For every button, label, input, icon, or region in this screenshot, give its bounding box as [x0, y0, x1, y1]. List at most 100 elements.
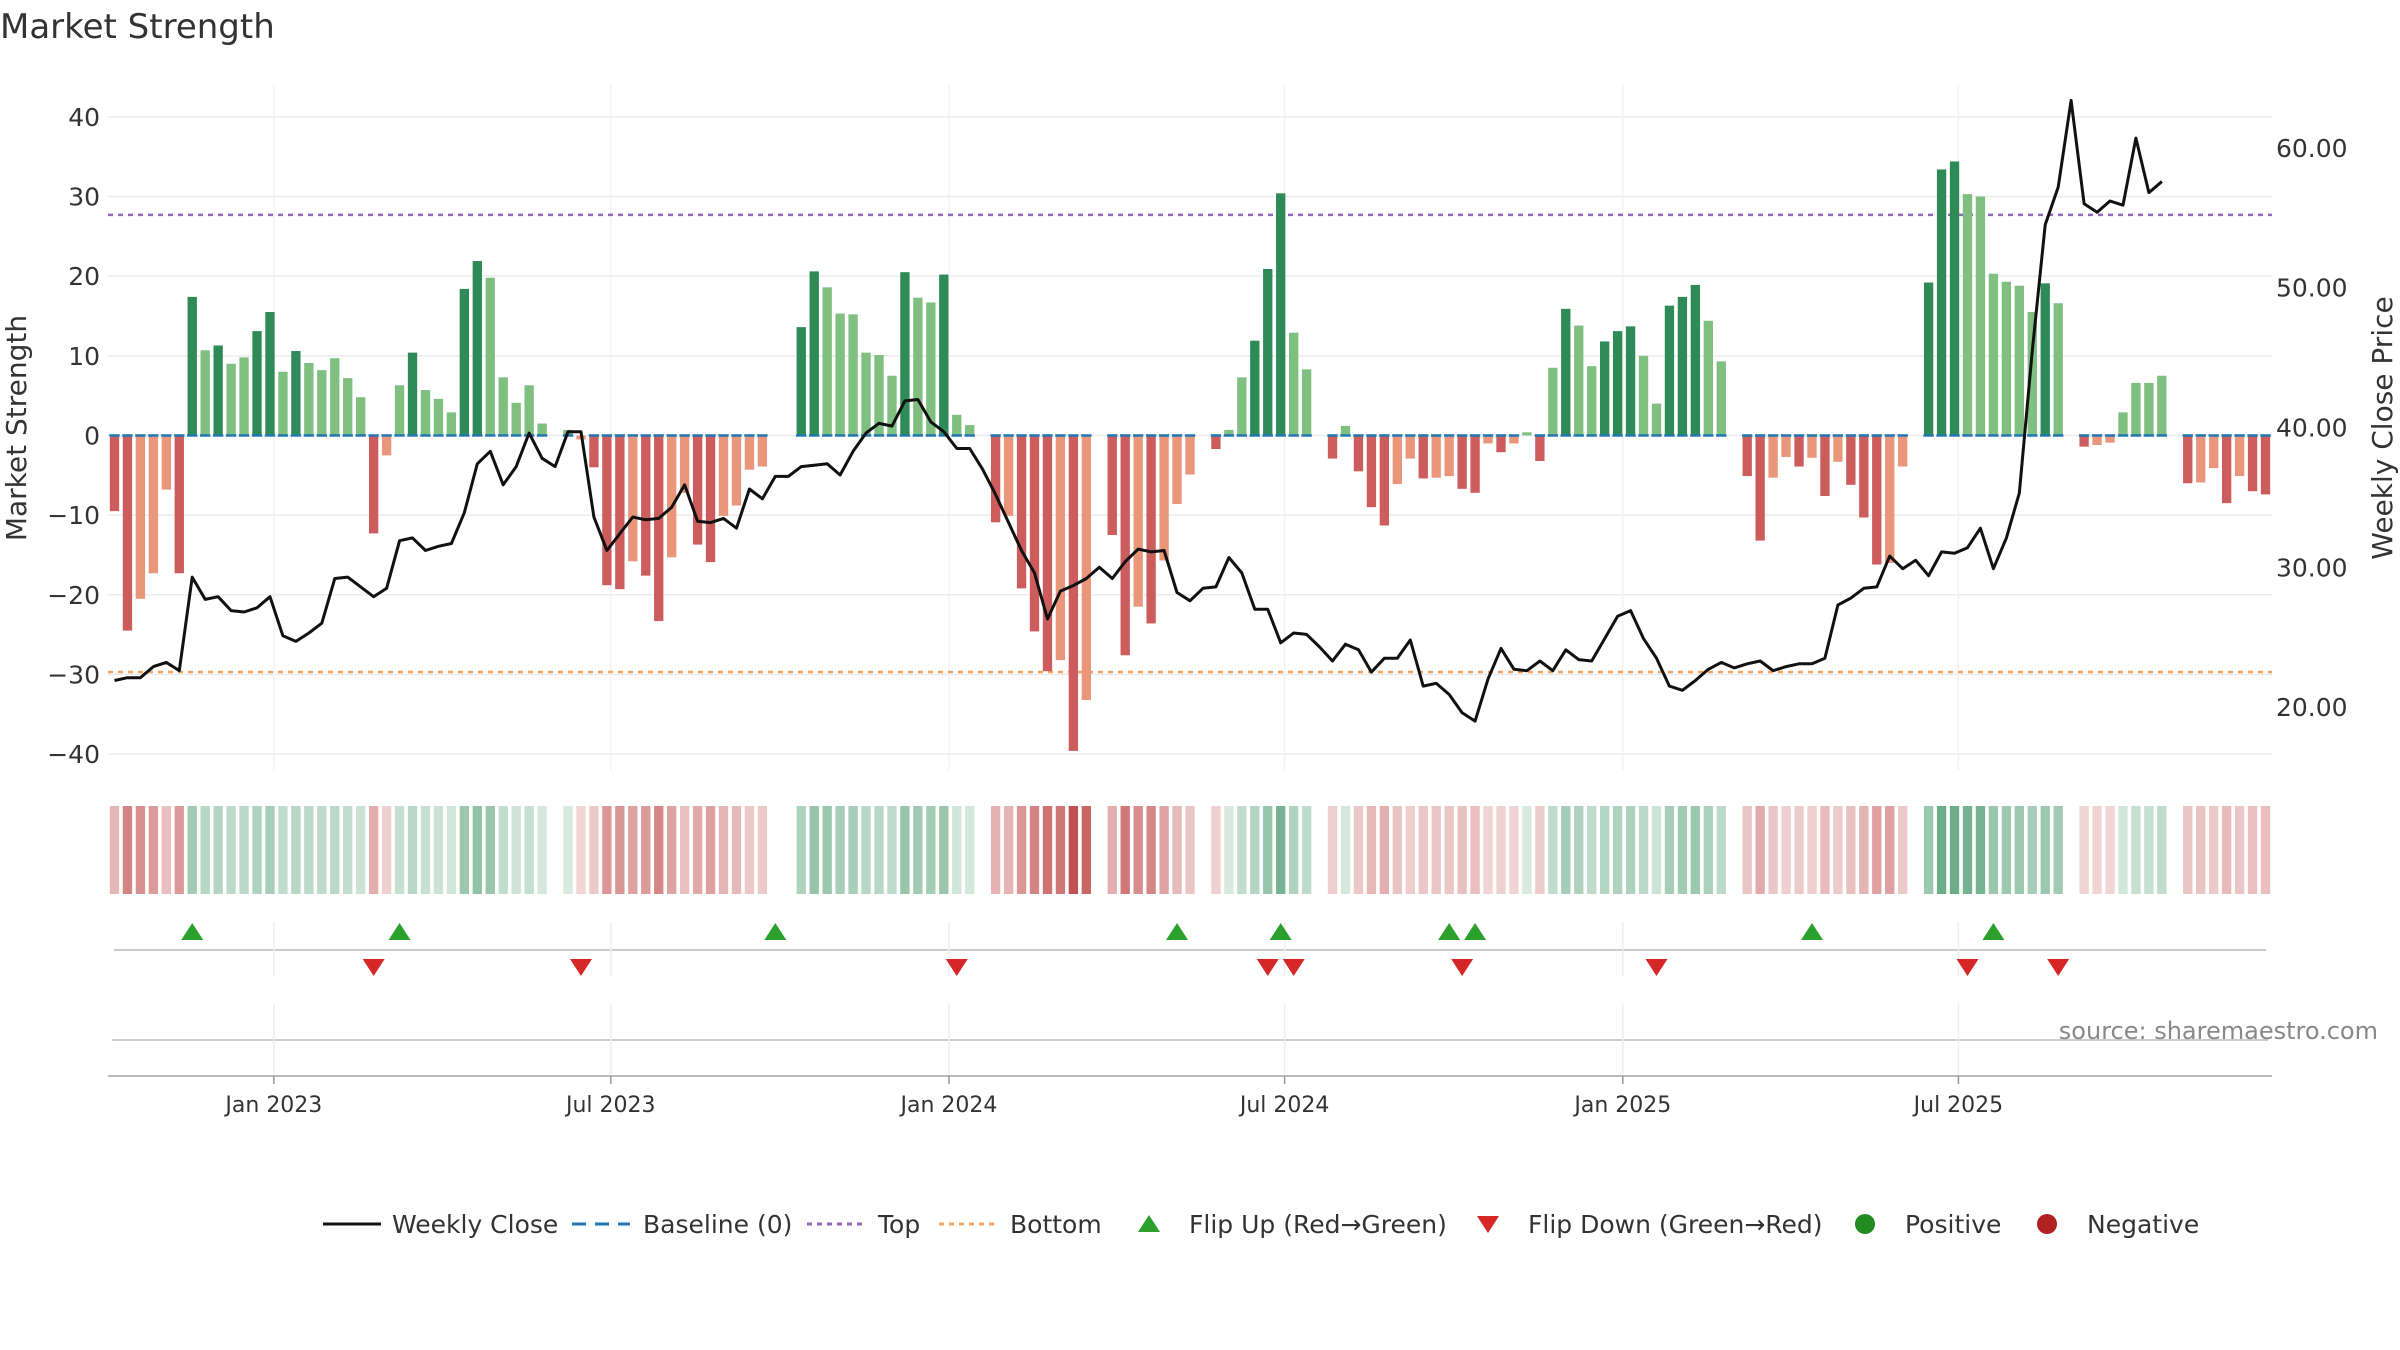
strength-bar — [200, 350, 210, 436]
y-tick-label: 40 — [68, 103, 100, 132]
strength-bar — [1003, 435, 1014, 516]
heat-cell — [1690, 806, 1701, 894]
heat-cell — [2053, 806, 2063, 894]
strength-bar — [952, 414, 962, 436]
strength-bar — [356, 397, 366, 436]
heat-cell — [2092, 806, 2102, 894]
heat-cell — [511, 806, 521, 894]
strength-bar — [1962, 194, 1973, 436]
strength-bar — [654, 435, 664, 622]
flip-up-marker — [1800, 923, 1823, 940]
strength-bar — [1366, 435, 1377, 508]
strength-bar — [731, 435, 742, 506]
heat-cell — [148, 806, 159, 894]
y-tick-label: −30 — [47, 660, 100, 689]
heat-cell — [1185, 806, 1195, 894]
heat-cell — [187, 806, 197, 894]
heat-cell — [485, 806, 495, 894]
heat-cell — [628, 806, 638, 894]
heat-cell — [2001, 806, 2012, 894]
heat-cell — [563, 806, 573, 894]
legend-label-close: Weekly Close — [392, 1210, 558, 1239]
strength-bar — [1405, 435, 1415, 459]
strength-bar — [1172, 435, 1182, 504]
heat-cell — [1548, 806, 1558, 894]
strength-bar — [1042, 435, 1053, 672]
strength-bar — [1690, 284, 1701, 436]
heat-cell — [848, 806, 858, 894]
legend-item-top: Top — [807, 1210, 920, 1239]
weekly-close-line — [114, 98, 2163, 723]
heat-cell — [537, 806, 547, 894]
strength-bar — [1509, 435, 1519, 444]
strength-bar — [718, 435, 729, 516]
heat-cell — [1237, 806, 1247, 894]
strength-bar — [537, 423, 547, 436]
heat-cell — [1846, 806, 1856, 894]
strength-bar — [252, 331, 262, 436]
legend: Weekly Close Baseline (0) Top Bottom Flip Up… — [323, 1210, 2199, 1239]
source-note: source: sharemaestro.com — [2059, 1017, 2378, 1045]
heat-cell — [1016, 806, 1027, 894]
heat-cell — [1444, 806, 1454, 894]
flip-up-marker — [1166, 923, 1189, 940]
strength-bar — [122, 435, 133, 631]
heat-cell — [1211, 806, 1221, 894]
strength-bar — [1768, 435, 1778, 478]
flip-up-marker — [764, 923, 787, 940]
heat-cell — [200, 806, 210, 894]
strength-bar — [692, 435, 703, 545]
heat-cell — [1392, 806, 1402, 894]
heat-cell — [330, 806, 340, 894]
heat-cell — [1496, 806, 1506, 894]
strength-bar — [926, 302, 936, 436]
legend-swatch-negative — [2037, 1214, 2057, 1234]
heat-cell — [226, 806, 236, 894]
y2-tick-label: 60.00 — [2276, 134, 2348, 163]
strength-bar — [1029, 435, 1040, 632]
strength-bar — [641, 435, 651, 576]
heat-cell — [602, 806, 612, 894]
strength-bar — [1288, 332, 1299, 436]
strength-bar — [1612, 331, 1623, 436]
strength-bar — [2209, 435, 2219, 469]
heat-cell — [265, 806, 275, 894]
strength-bar — [1444, 435, 1454, 477]
legend-swatch-flipdown — [1477, 1216, 1499, 1233]
heat-cell — [1807, 806, 1817, 894]
strength-bar — [317, 370, 327, 436]
strength-bar — [1949, 161, 1960, 436]
heat-cell — [2247, 806, 2258, 894]
strength-bar — [900, 272, 910, 436]
strength-bar — [1807, 435, 1817, 458]
strength-bar — [2014, 285, 2024, 436]
flip-down-marker — [1645, 959, 1668, 976]
strength-bar — [330, 358, 340, 436]
strength-bar — [1185, 435, 1195, 475]
bars — [109, 161, 2271, 751]
heat-cell — [861, 806, 871, 894]
strength-bar — [1975, 196, 1986, 436]
strength-bar — [2221, 435, 2232, 504]
heat-cell — [278, 806, 288, 894]
heat-cell — [1885, 806, 1895, 894]
strength-bar — [2105, 435, 2115, 443]
y2-tick-label: 30.00 — [2276, 553, 2348, 582]
heat-cell — [368, 806, 379, 894]
ref-lines — [108, 213, 2272, 674]
strength-bar — [1055, 435, 1066, 661]
y-tick-label: 10 — [68, 342, 100, 371]
strength-bar — [744, 435, 755, 470]
heat-cell — [1133, 806, 1143, 894]
heat-cell — [913, 806, 923, 894]
flip-up-marker — [1982, 923, 2005, 940]
strength-bar — [1470, 435, 1480, 493]
heat-cell — [2027, 806, 2037, 894]
heat-cell — [1872, 806, 1882, 894]
strength-bar — [990, 435, 1001, 523]
strength-bar — [1211, 435, 1221, 450]
heat-cell — [718, 806, 729, 894]
heat-cell — [731, 806, 742, 894]
y2-axis-label: Weekly Close Price — [2366, 296, 2399, 559]
flip-up-marker — [181, 923, 204, 940]
